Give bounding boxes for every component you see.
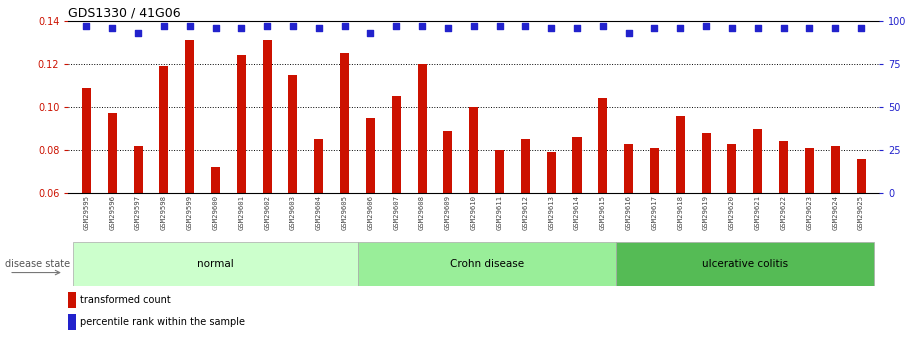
Point	[776, 25, 791, 30]
Bar	[779, 141, 788, 193]
Bar	[572, 137, 581, 193]
Point	[105, 25, 119, 30]
Bar	[444, 131, 453, 193]
Point	[441, 25, 456, 30]
Bar	[495, 150, 504, 193]
Bar	[366, 118, 375, 193]
Point	[596, 23, 610, 29]
Point	[621, 30, 636, 36]
Point	[544, 25, 558, 30]
FancyBboxPatch shape	[357, 241, 616, 286]
Bar	[314, 139, 323, 193]
Bar	[340, 53, 349, 193]
Point	[802, 25, 816, 30]
Bar	[68, 315, 76, 330]
Bar	[289, 75, 298, 193]
Text: transformed count: transformed count	[79, 295, 170, 305]
Text: disease state: disease state	[5, 259, 69, 269]
Bar	[701, 133, 711, 193]
Bar	[831, 146, 840, 193]
Point	[131, 30, 146, 36]
Bar	[547, 152, 556, 193]
Point	[854, 25, 868, 30]
Point	[569, 25, 584, 30]
Point	[518, 23, 533, 29]
Point	[79, 23, 94, 29]
Point	[389, 23, 404, 29]
Point	[209, 25, 223, 30]
Point	[699, 23, 713, 29]
Text: normal: normal	[197, 259, 234, 269]
Bar	[753, 129, 763, 193]
Bar	[237, 55, 246, 193]
Bar	[68, 292, 76, 308]
Bar	[134, 146, 142, 193]
Point	[466, 23, 481, 29]
Bar	[727, 144, 736, 193]
FancyBboxPatch shape	[616, 241, 874, 286]
Text: Crohn disease: Crohn disease	[449, 259, 524, 269]
Bar	[650, 148, 659, 193]
Bar	[469, 107, 478, 193]
Bar	[211, 167, 220, 193]
Point	[751, 25, 765, 30]
Point	[724, 25, 739, 30]
Point	[647, 25, 661, 30]
Point	[312, 25, 326, 30]
FancyBboxPatch shape	[74, 241, 357, 286]
Point	[492, 23, 507, 29]
Text: GDS1330 / 41G06: GDS1330 / 41G06	[68, 7, 181, 20]
Point	[673, 25, 688, 30]
Bar	[624, 144, 633, 193]
Bar	[262, 40, 271, 193]
Bar	[159, 66, 169, 193]
Bar	[599, 98, 608, 193]
Bar	[107, 114, 117, 193]
Bar	[676, 116, 685, 193]
Point	[260, 23, 274, 29]
Text: ulcerative colitis: ulcerative colitis	[701, 259, 788, 269]
Bar	[417, 64, 426, 193]
Point	[415, 23, 429, 29]
Text: percentile rank within the sample: percentile rank within the sample	[79, 317, 245, 327]
Bar	[856, 159, 865, 193]
Bar	[805, 148, 814, 193]
Point	[157, 23, 171, 29]
Bar	[82, 88, 91, 193]
Bar	[392, 96, 401, 193]
Point	[828, 25, 843, 30]
Point	[286, 23, 301, 29]
Point	[234, 25, 249, 30]
Bar	[521, 139, 530, 193]
Point	[337, 23, 352, 29]
Bar	[185, 40, 194, 193]
Point	[182, 23, 197, 29]
Point	[363, 30, 378, 36]
